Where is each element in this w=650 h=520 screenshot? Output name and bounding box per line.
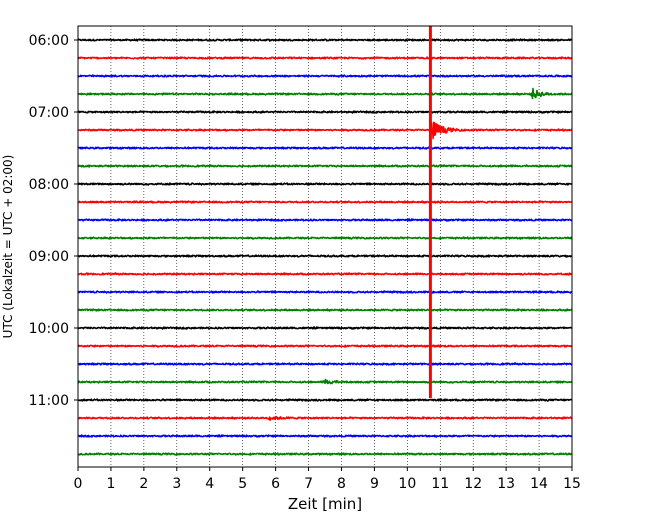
- x-tick-label: 6: [271, 476, 280, 492]
- y-tick-label: 09:00: [29, 249, 69, 265]
- trace-line: [77, 38, 573, 42]
- x-tick-label: 5: [238, 476, 247, 492]
- y-ticks: 06:00 07:00 08:00 09:00 10:00 11:00: [29, 33, 78, 409]
- x-ticks: 0 1 2 3 4 5 6 7 8 9 10 11 12 13 14 15: [74, 467, 581, 492]
- trace-line: [77, 398, 573, 402]
- trace-line: [77, 236, 573, 240]
- y-tick-label: 11:00: [29, 393, 69, 409]
- x-tick-label: 13: [497, 476, 515, 492]
- trace-group: [77, 38, 573, 456]
- trace-line: [77, 74, 573, 78]
- trace-line: [77, 56, 573, 60]
- trace-line: [77, 290, 573, 294]
- trace-line: [77, 434, 573, 438]
- x-tick-label: 14: [530, 476, 548, 492]
- trace-line: [77, 146, 573, 150]
- x-tick-label: 0: [74, 476, 83, 492]
- x-tick-label: 2: [139, 476, 148, 492]
- trace-line: [77, 164, 573, 168]
- y-tick-label: 06:00: [29, 33, 69, 49]
- y-tick-label: 10:00: [29, 321, 69, 337]
- y-tick-label: 08:00: [29, 177, 69, 193]
- trace-line: [77, 182, 573, 186]
- trace-line: [77, 326, 573, 330]
- x-tick-label: 4: [205, 476, 214, 492]
- x-tick-label: 3: [172, 476, 181, 492]
- x-tick-label: 12: [464, 476, 482, 492]
- x-tick-label: 7: [304, 476, 313, 492]
- y-tick-label: 07:00: [29, 105, 69, 121]
- trace-line: [77, 362, 573, 366]
- y-axis-label: UTC (Lokalzeit = UTC + 02:00): [1, 155, 15, 339]
- x-tick-label: 11: [431, 476, 449, 492]
- x-axis-label: Zeit [min]: [288, 495, 362, 513]
- x-tick-label: 8: [337, 476, 346, 492]
- trace-line: [77, 344, 573, 348]
- trace-line: [77, 452, 573, 456]
- plot-frame: [77, 25, 573, 468]
- x-tick-label: 15: [563, 476, 581, 492]
- x-tick-label: 10: [398, 476, 416, 492]
- trace-line: [77, 272, 573, 276]
- trace-line: [77, 378, 573, 385]
- trace-line: [77, 415, 573, 421]
- trace-line: [77, 200, 573, 204]
- x-tick-label: 1: [106, 476, 115, 492]
- trace-line: [77, 87, 573, 100]
- trace-line: [77, 308, 573, 312]
- trace-line: [77, 121, 573, 140]
- trace-line: [77, 254, 573, 258]
- trace-line: [77, 218, 573, 222]
- x-tick-label: 9: [370, 476, 379, 492]
- trace-line: [77, 110, 573, 114]
